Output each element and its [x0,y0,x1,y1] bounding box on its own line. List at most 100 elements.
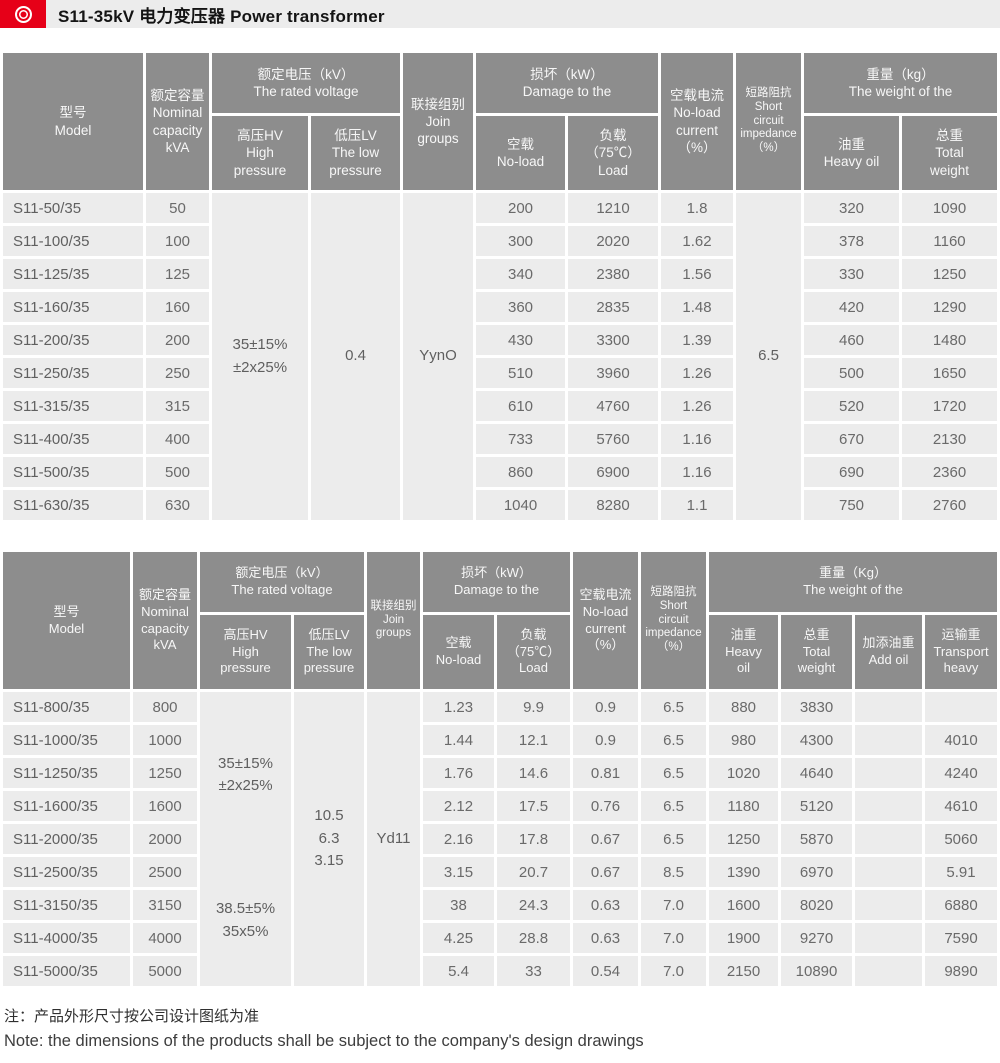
table-row: S11-800/35 800 35±15% ±2x25% 38.5±5% 35x5% 1… [3,692,998,986]
capacity-cell: 1600 [133,791,197,821]
oil-weight-cell: 320 [804,193,900,223]
oil-weight-cell: 690 [804,457,900,487]
noload-current-cell: 1.48 [661,292,734,322]
load-loss-cell: 17.8 [497,824,570,854]
capacity-cell: 200 [146,325,209,355]
transport-weight-cell: 4610 [925,791,998,821]
total-weight-cell: 1160 [902,226,998,256]
load-loss-cell: 33 [497,956,570,986]
noload-loss-cell: 200 [476,193,566,223]
load-loss-cell: 3960 [568,358,659,388]
header-total-weight: 总重 Total weight [781,615,852,689]
note-english: Note: the dimensions of the products sha… [4,1032,644,1050]
model-cell: S11-50/35 [3,193,143,223]
model-cell: S11-125/35 [3,259,143,289]
capacity-cell: 100 [146,226,209,256]
capacity-cell: 125 [146,259,209,289]
add-oil-cell [855,791,922,821]
hv-span-cell: 35±15% ±2x25% 38.5±5% 35x5% [200,692,291,986]
header-total-weight: 总重 Total weight [902,116,998,190]
model-cell: S11-3150/35 [3,890,130,920]
table-row: S11-2000/35 2000 2.16 17.8 0.67 6.5 1250 5870 50… [3,824,998,854]
total-weight-cell: 2760 [902,490,998,520]
total-weight-cell: 1650 [902,358,998,388]
join-group-span-cell: YynO [403,193,474,520]
lv-span-cell: 0.4 [311,193,401,520]
oil-weight-cell: 1900 [709,923,778,953]
table-row: S11-100/35 100 300 2020 1.62 378 1160 [3,226,998,256]
capacity-cell: 4000 [133,923,197,953]
header-row-sub: 高压HV High pressure 低压LV The low pressure… [3,615,998,689]
brand-logo-icon [0,0,46,28]
oil-weight-cell: 1250 [709,824,778,854]
noload-loss-cell: 360 [476,292,566,322]
header-add-oil: 加添油重 Add oil [855,615,922,689]
capacity-cell: 1250 [133,758,197,788]
header-row-group: 型号 Model 额定容量 Nominal capacity kVA 额定电压（… [3,552,998,689]
header-load: 负载 （75℃） Load [568,116,659,190]
impedance-span-cell: 6.5 [736,193,802,520]
noload-current-cell: 0.67 [573,857,638,887]
noload-current-cell: 0.63 [573,890,638,920]
oil-weight-cell: 500 [804,358,900,388]
load-loss-cell: 8280 [568,490,659,520]
load-loss-cell: 1210 [568,193,659,223]
table-row: S11-1600/35 1600 2.12 17.5 0.76 6.5 1180 5120 46… [3,791,998,821]
header-capacity: 额定容量 Nominal capacity kVA [133,552,197,689]
impedance-cell: 7.0 [641,956,706,986]
capacity-cell: 315 [146,391,209,421]
add-oil-cell [855,692,922,722]
model-cell: S11-4000/35 [3,923,130,953]
load-loss-cell: 17.5 [497,791,570,821]
header-row-group: 型号 Model 额定容量 Nominal capacity kVA 额定电压（… [3,53,998,190]
model-cell: S11-160/35 [3,292,143,322]
spec-table-35kv-large: 型号 Model 额定容量 Nominal capacity kVA 额定电压（… [0,549,1000,989]
hv-range-top: 35±15% ±2x25% [218,754,273,795]
total-weight-cell: 10890 [781,956,852,986]
noload-loss-cell: 860 [476,457,566,487]
noload-loss-cell: 1.44 [423,725,494,755]
capacity-cell: 5000 [133,956,197,986]
oil-weight-cell: 460 [804,325,900,355]
transport-weight-cell: 9890 [925,956,998,986]
load-loss-cell: 9.9 [497,692,570,722]
header-hv: 高压HV High pressure [212,116,308,190]
oil-weight-cell: 670 [804,424,900,454]
capacity-cell: 3150 [133,890,197,920]
total-weight-cell: 4640 [781,758,852,788]
load-loss-cell: 24.3 [497,890,570,920]
concentric-rings-icon [14,5,32,23]
load-loss-cell: 2835 [568,292,659,322]
impedance-cell: 8.5 [641,857,706,887]
header-join-groups: 联接组别 Join groups [403,53,474,190]
header-weight-group: 重量（kg） The weight of the [804,53,998,113]
impedance-cell: 6.5 [641,791,706,821]
capacity-cell: 250 [146,358,209,388]
transport-weight-cell: 4010 [925,725,998,755]
table-row: S11-5000/35 5000 5.4 33 0.54 7.0 2150 10890 9890 [3,956,998,986]
load-loss-cell: 2380 [568,259,659,289]
header-impedance: 短路阻抗 Short circuit impedance （%） [641,552,706,689]
noload-current-cell: 1.56 [661,259,734,289]
noload-loss-cell: 2.16 [423,824,494,854]
page-header: S11-35kV 电力变压器 Power transformer [0,0,1000,28]
header-damage-group: 损坏（kW） Damage to the [423,552,570,612]
load-loss-cell: 3300 [568,325,659,355]
header-transport-weight: 运输重 Transport heavy [925,615,998,689]
model-cell: S11-200/35 [3,325,143,355]
header-noload: 空载 No-load [423,615,494,689]
oil-weight-cell: 420 [804,292,900,322]
model-cell: S11-1250/35 [3,758,130,788]
footer-notes: 注：产品外形尺寸按公司设计图纸为准 Note: the dimensions o… [0,1005,1000,1051]
oil-weight-cell: 2150 [709,956,778,986]
add-oil-cell [855,725,922,755]
impedance-cell: 7.0 [641,923,706,953]
header-oil-weight: 油重 Heavy oil [804,116,900,190]
total-weight-cell: 8020 [781,890,852,920]
spec-table-35kv-small: 型号 Model 额定容量 Nominal capacity kVA 额定电压（… [0,50,1000,523]
table-row: S11-1250/35 1250 1.76 14.6 0.81 6.5 1020 4640 42… [3,758,998,788]
noload-current-cell: 1.26 [661,391,734,421]
noload-loss-cell: 1040 [476,490,566,520]
oil-weight-cell: 980 [709,725,778,755]
capacity-cell: 630 [146,490,209,520]
